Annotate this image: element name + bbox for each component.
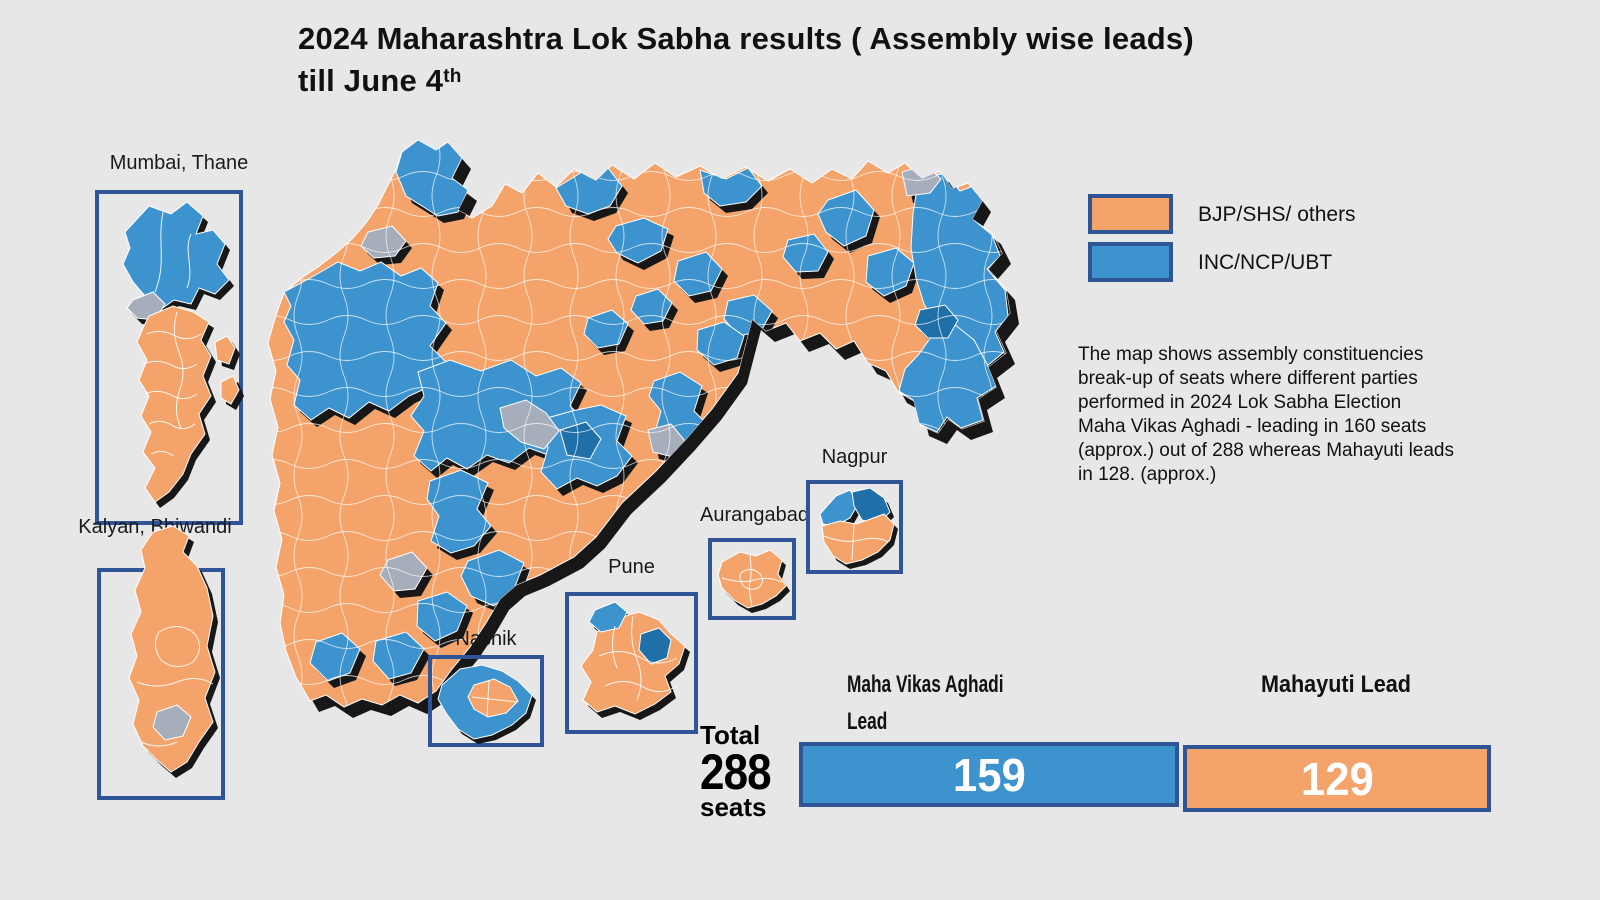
mahayuti-lead-label: Mahayuti Lead [1260, 671, 1412, 698]
inset-pune [565, 592, 698, 734]
mahayuti-lead-bar: 129 [1183, 745, 1491, 812]
inset-label-aurangabad: Aurangabad [700, 504, 809, 526]
inset-nagpur-map [819, 487, 898, 569]
inset-mumbai-thane-map [122, 201, 244, 508]
inset-aurangabad-map [717, 549, 790, 613]
title-superscript: th [443, 66, 462, 87]
total-label: Total [700, 720, 761, 750]
legend-label-bjp-shs-others: BJP/SHS/ others [1198, 203, 1356, 226]
inset-label-nagpur: Nagpur [821, 446, 888, 468]
inset-mumbai-thane [95, 190, 244, 525]
inset-label-nashik: Nashik [455, 628, 517, 650]
inset-label-kalyan-bhiwandi: Kalyan, Bhiwandi [78, 516, 232, 538]
total-unit: seats [700, 792, 767, 822]
legend-swatch-bjp-shs-others [1088, 194, 1173, 234]
total-value: 288 [700, 744, 772, 800]
mva-lead-label: Maha Vikas Aghadi Lead [847, 671, 1004, 735]
inset-nashik [428, 655, 544, 747]
inset-label-pune: Pune [608, 556, 655, 578]
inset-kalyan-bhiwandi [97, 525, 225, 800]
inset-aurangabad [708, 538, 796, 620]
mva-lead-bar: 159 [799, 742, 1179, 807]
inset-label-mumbai-thane: Mumbai, Thane [109, 152, 249, 174]
mva-lead-value: 159 [952, 748, 1026, 801]
inset-nashik-map [437, 664, 536, 744]
inset-pune-map [580, 601, 690, 720]
page-title: 2024 Maharashtra Lok Sabha results ( Ass… [298, 20, 1194, 100]
map-description: The map shows assembly constituencies br… [1078, 344, 1454, 485]
mahayuti-lead-value: 129 [1300, 752, 1374, 805]
legend-swatch-inc-ncp-ubt [1088, 242, 1173, 282]
inset-nagpur [806, 480, 903, 574]
total-seats-block: Total 288 seats [700, 720, 780, 822]
legend-label-inc-ncp-ubt: INC/NCP/UBT [1198, 251, 1333, 274]
title-line2: till June 4th [298, 63, 462, 98]
title-line1: 2024 Maharashtra Lok Sabha results ( Ass… [298, 21, 1194, 56]
inset-kalyan-bhiwandi-map [128, 525, 220, 778]
